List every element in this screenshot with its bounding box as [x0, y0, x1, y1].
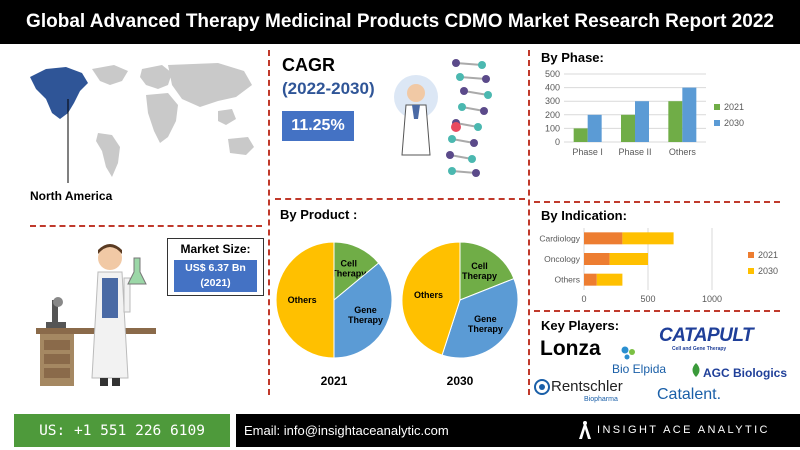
indication-bar-chart: 0 500 1000 Cardiology Oncology Others 2021 2030 [539, 228, 778, 304]
x-tick-label: 1000 [702, 294, 722, 304]
footer-bar [236, 414, 800, 447]
cagr-value: 11.25% [282, 111, 354, 141]
pie-slice [401, 241, 461, 356]
cagr-years: (2022-2030) [282, 79, 375, 98]
bar-2021 [573, 128, 588, 142]
key-players-title: Key Players: [541, 318, 620, 333]
y-tick-label: Oncology [544, 254, 581, 264]
divider-right-h2 [534, 310, 780, 312]
legend-swatch [714, 120, 720, 126]
report-title: Global Advanced Therapy Medicinal Produc… [26, 11, 774, 32]
bar-2021 [584, 273, 597, 286]
bar-2021 [584, 253, 610, 265]
bar-2030 [622, 232, 674, 245]
slice-label: Gene Therapy [468, 314, 503, 334]
bioelpida-mark-icon [621, 346, 635, 360]
slice-label: Gene Therapy [348, 305, 383, 325]
slice-label: Cell Therapy [331, 259, 366, 279]
pie-slice [333, 262, 393, 359]
y-tick-label: 300 [545, 96, 560, 106]
legend-swatch [714, 104, 720, 110]
market-size-amount: US$ 6.37 Bn [185, 262, 246, 274]
pie-slice [441, 277, 519, 359]
rentschler-logo: Rentschler [551, 378, 623, 395]
bar-2021 [584, 232, 623, 245]
bar-2030 [596, 273, 623, 286]
x-tick-label: Phase II [618, 147, 651, 157]
bar-2030 [682, 87, 697, 142]
by-phase-title: By Phase: [541, 50, 604, 65]
y-tick-label: 0 [555, 137, 560, 147]
world-map [30, 63, 254, 183]
footer-email: Email: info@insightaceanalytic.com [244, 423, 449, 438]
y-tick-label: Cardiology [539, 233, 580, 243]
market-size-year: (2021) [200, 277, 231, 289]
product-pie-2021: Cell Therapy Gene Therapy Others 2021 [275, 241, 393, 388]
pie-year-label: 2021 [321, 374, 348, 388]
bioelpida-logo: Bio Elpida [612, 362, 667, 376]
rentschler-mark-icon [534, 379, 550, 395]
slice-label: Cell Therapy [462, 261, 497, 281]
by-product-title: By Product : [280, 207, 358, 222]
y-tick-label: 500 [545, 69, 560, 79]
market-size-value: US$ 6.37 Bn (2021) [174, 260, 257, 292]
market-size-title: Market Size: [180, 242, 251, 256]
legend-label: 2030 [724, 118, 744, 128]
legend-label: 2030 [758, 266, 778, 276]
x-tick-label: Others [669, 147, 697, 157]
x-tick-label: Phase I [572, 147, 603, 157]
scientist-illustration [36, 244, 156, 386]
report-title-bar: Global Advanced Therapy Medicinal Produc… [0, 0, 800, 44]
bar-2030 [609, 253, 648, 265]
bar-2021 [621, 114, 635, 142]
bar-2030 [635, 101, 649, 142]
catalent-logo: Catalent. [657, 386, 722, 403]
agc-logo: AGC Biologics [703, 366, 788, 380]
legend-label: 2021 [758, 250, 778, 260]
catapult-tagline: Cell and Gene Therapy [672, 346, 727, 352]
divider-left [268, 50, 270, 395]
footer-phone: US: +1 551 226 6109 [14, 414, 230, 447]
slice-label: Others [414, 290, 443, 300]
slice-label: Others [288, 295, 317, 305]
legend-swatch [748, 268, 754, 274]
pie-slice [459, 241, 515, 301]
catapult-logo: CATAPULT [659, 325, 754, 346]
y-tick-label: 400 [545, 83, 560, 93]
y-tick-label: 100 [545, 123, 560, 133]
pie-slice [275, 241, 335, 359]
brand-logo-icon [579, 421, 591, 439]
cagr-title: CAGR [282, 55, 335, 75]
legend-label: 2021 [724, 102, 744, 112]
agc-leaf-icon [692, 363, 700, 377]
divider-right [528, 50, 530, 395]
divider-left-h [30, 225, 262, 227]
legend-swatch [748, 252, 754, 258]
lonza-logo: Lonza [540, 337, 601, 360]
product-pie-2030: Cell Therapy Gene Therapy Others 2030 [401, 241, 519, 388]
x-tick-label: 500 [640, 294, 655, 304]
phase-bar-chart: 0 100 200 300 400 500 Phase I Phase II Others 202… [545, 69, 744, 157]
by-indication-title: By Indication: [541, 208, 627, 223]
y-tick-label: 200 [545, 110, 560, 120]
footer-brand: INSIGHT ACE ANALYTIC [597, 424, 770, 436]
pie-slice [333, 241, 380, 302]
y-tick-label: Others [554, 275, 580, 285]
divider-center-h [275, 198, 525, 200]
bar-2030 [587, 114, 602, 142]
divider-right-h1 [534, 201, 780, 203]
dna-researcher-illustration [394, 59, 492, 177]
market-size-box: Market Size: US$ 6.37 Bn (2021) [167, 238, 264, 296]
bar-2021 [668, 101, 683, 142]
x-tick-label: 0 [581, 294, 586, 304]
rentschler-tagline: Biopharma [584, 396, 618, 403]
region-label: North America [30, 189, 113, 203]
pie-year-label: 2030 [447, 374, 474, 388]
